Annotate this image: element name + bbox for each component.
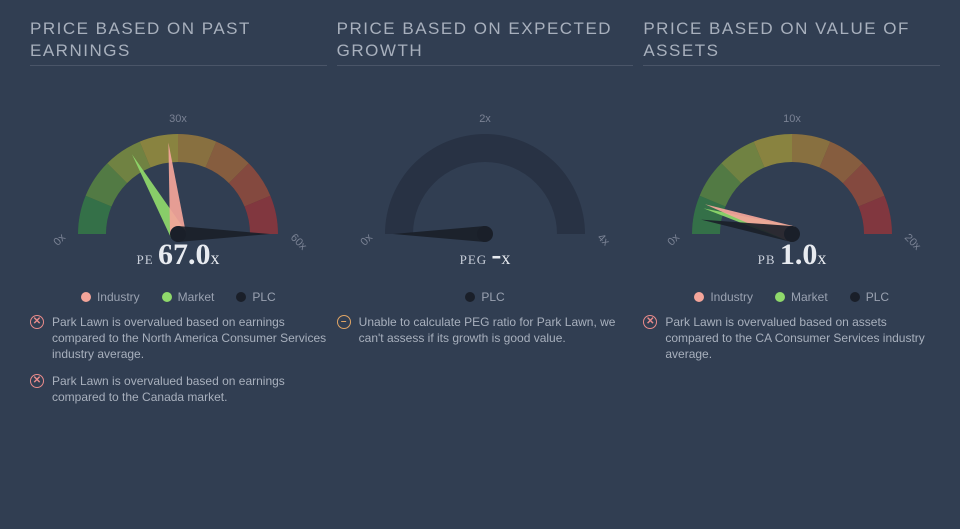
legend-dot-icon [694,292,704,302]
note: ✕ Park Lawn is overvalued based on earnin… [30,314,327,363]
gauge-svg: 0x 30x 60x PE 67.0x [38,84,318,284]
panel-1: PRICE BASED ON EXPECTED GROWTH 0x 2x 4x PEG … [337,18,634,405]
gauge: 0x 2x 4x PEG -x [337,84,634,284]
panels-container: PRICE BASED ON PAST EARNINGS 0x 30x 60x PE 6… [0,0,960,415]
panel-0: PRICE BASED ON PAST EARNINGS 0x 30x 60x PE 6… [30,18,327,405]
legend-dot-icon [81,292,91,302]
svg-text:0x: 0x [665,231,682,248]
gauge: 0x 10x 20x PB 1.0x [643,84,940,284]
note-text: Park Lawn is overvalued based on earning… [52,373,327,405]
note: ✕ Park Lawn is overvalued based on earnin… [30,373,327,405]
svg-text:4x: 4x [595,232,612,249]
note-text: Unable to calculate PEG ratio for Park L… [359,314,634,346]
legend-dot-icon [775,292,785,302]
legend-label: PLC [481,290,504,304]
svg-text:0x: 0x [358,231,375,248]
panel-title: PRICE BASED ON VALUE OF ASSETS [643,18,940,66]
svg-text:PE 67.0x: PE 67.0x [137,238,220,271]
gauge: 0x 30x 60x PE 67.0x [30,84,327,284]
gauge-svg: 0x 10x 20x PB 1.0x [652,84,932,284]
gauge-svg: 0x 2x 4x PEG -x [345,84,625,284]
legend: PLC [337,290,634,304]
legend-item-plc: PLC [465,290,504,304]
legend-item-market: Market [775,290,828,304]
legend-dot-icon [162,292,172,302]
notes: ✕ Park Lawn is overvalued based on earnin… [30,314,327,405]
svg-text:2x: 2x [479,113,491,125]
x-icon: ✕ [30,374,44,388]
legend-dot-icon [465,292,475,302]
legend-label: Market [178,290,215,304]
x-icon: ✕ [643,315,657,329]
legend-label: Industry [710,290,753,304]
legend-label: Market [791,290,828,304]
legend-item-market: Market [162,290,215,304]
legend-item-industry: Industry [81,290,140,304]
legend-label: PLC [252,290,275,304]
panel-title: PRICE BASED ON EXPECTED GROWTH [337,18,634,66]
note-text: Park Lawn is overvalued based on earning… [52,314,327,363]
svg-text:30x: 30x [169,113,187,125]
svg-text:PB 1.0x: PB 1.0x [757,238,826,271]
legend-dot-icon [850,292,860,302]
x-icon: ✕ [30,315,44,329]
legend-item-plc: PLC [850,290,889,304]
note: ✕ Park Lawn is overvalued based on assets… [643,314,940,363]
legend-dot-icon [236,292,246,302]
legend-item-plc: PLC [236,290,275,304]
note-text: Park Lawn is overvalued based on assets … [665,314,940,363]
svg-text:0x: 0x [52,231,69,248]
legend: Industry Market PLC [643,290,940,304]
panel-2: PRICE BASED ON VALUE OF ASSETS 0x 10x 20x PB… [643,18,940,405]
legend: Industry Market PLC [30,290,327,304]
legend-label: PLC [866,290,889,304]
panel-title: PRICE BASED ON PAST EARNINGS [30,18,327,66]
note: –Unable to calculate PEG ratio for Park … [337,314,634,346]
svg-text:60x: 60x [288,232,309,253]
notes: ✕ Park Lawn is overvalued based on assets… [643,314,940,363]
svg-text:10x: 10x [783,113,801,125]
minus-icon: – [337,315,351,329]
notes: –Unable to calculate PEG ratio for Park … [337,314,634,346]
legend-label: Industry [97,290,140,304]
svg-text:20x: 20x [902,232,923,253]
svg-text:PEG -x: PEG -x [460,238,511,271]
legend-item-industry: Industry [694,290,753,304]
